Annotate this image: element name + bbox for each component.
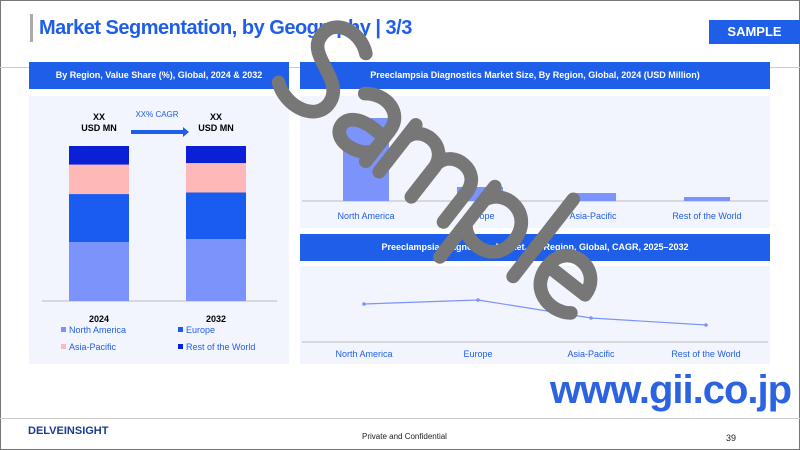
watermark-letter-p <box>433 179 528 264</box>
page-number: 39 <box>726 433 737 443</box>
cagr-line <box>363 299 707 326</box>
legend-swatch <box>178 344 183 349</box>
watermark-letter-e <box>533 248 598 320</box>
stack-segment-asia-pacific <box>69 164 129 195</box>
legend-swatch <box>61 344 66 349</box>
legend-swatch <box>61 327 66 332</box>
legend-label: Europe <box>186 325 215 335</box>
bar <box>684 197 730 201</box>
bar-x-label: North America <box>337 211 394 221</box>
sample-watermark <box>271 20 598 320</box>
stack-segment-europe <box>69 194 129 243</box>
right-top-title: Preeclampsia Diagnostics Market Size, By… <box>300 62 770 89</box>
cagr-arrow-icon <box>131 127 189 137</box>
website-watermark: www.gii.co.jp <box>550 368 792 412</box>
legend-swatch <box>178 327 183 332</box>
cagr-point <box>476 298 480 302</box>
line-x-label: Rest of the World <box>671 349 740 359</box>
cagr-point <box>362 302 366 306</box>
right-value: XX <box>210 112 222 122</box>
line-x-label: Asia-Pacific <box>567 349 615 359</box>
left-value: XX <box>93 112 105 122</box>
stack-segment-europe <box>186 192 246 239</box>
footer-divider <box>0 418 800 419</box>
footer-confidential: Private and Confidential <box>362 432 447 441</box>
cagr-point <box>704 323 708 327</box>
left-unit: USD MN <box>81 123 117 133</box>
legend-label: North America <box>69 325 126 335</box>
watermark-letter-m <box>372 118 479 229</box>
bar-x-label: Rest of the World <box>672 211 741 221</box>
delveinsight-logo: DELVEINSIGHT <box>28 425 109 437</box>
line-x-label: North America <box>335 349 392 359</box>
stack-segment-rest-of-the-world <box>69 146 129 165</box>
stack-segment-rest-of-the-world <box>186 146 246 164</box>
bar <box>570 193 616 201</box>
line-x-label: Europe <box>463 349 492 359</box>
cagr-label: XX% CAGR <box>135 110 178 119</box>
left-panel-title: By Region, Value Share (%), Global, 2024… <box>29 62 289 89</box>
sample-badge: SAMPLE <box>709 20 800 44</box>
right-unit: USD MN <box>198 123 234 133</box>
stack-segment-north-america <box>186 239 246 301</box>
watermark-letter-a <box>332 86 402 169</box>
watermark-letter-s <box>271 20 373 119</box>
legend-label: Asia-Pacific <box>69 342 117 352</box>
bar-x-label: Asia-Pacific <box>569 211 617 221</box>
stack-x-label: 2032 <box>206 314 226 324</box>
legend-label: Rest of the World <box>186 342 255 352</box>
cagr-point <box>589 316 593 320</box>
stack-segment-asia-pacific <box>186 163 246 193</box>
stack-x-label: 2024 <box>89 314 109 324</box>
stack-segment-north-america <box>69 242 129 301</box>
watermark-letter-l <box>506 192 581 284</box>
